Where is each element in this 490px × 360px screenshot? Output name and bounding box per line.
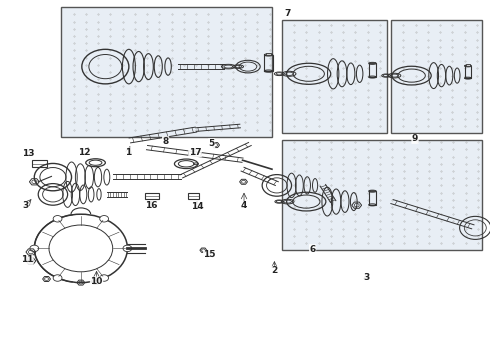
Text: 8: 8 — [163, 136, 169, 145]
Bar — [145, 193, 159, 199]
Bar — [370, 189, 375, 191]
Bar — [266, 53, 271, 55]
Circle shape — [123, 245, 132, 252]
Text: 14: 14 — [191, 202, 203, 211]
Bar — [369, 191, 376, 205]
Bar — [465, 66, 471, 78]
Text: 1: 1 — [125, 148, 131, 157]
Bar — [466, 64, 470, 66]
Text: 17: 17 — [189, 148, 201, 157]
Text: 13: 13 — [22, 149, 35, 158]
Circle shape — [100, 216, 109, 222]
Text: 6: 6 — [310, 245, 316, 253]
FancyBboxPatch shape — [282, 140, 482, 250]
Text: 3: 3 — [23, 202, 28, 210]
Text: 11: 11 — [21, 256, 33, 264]
Text: 9: 9 — [412, 134, 418, 143]
Text: 3: 3 — [364, 274, 369, 282]
Text: 10: 10 — [90, 277, 103, 286]
Circle shape — [53, 216, 62, 222]
Bar — [370, 62, 375, 63]
Text: 16: 16 — [145, 202, 157, 210]
Circle shape — [53, 275, 62, 281]
Bar — [265, 55, 272, 71]
Text: 12: 12 — [78, 148, 91, 157]
Circle shape — [100, 275, 109, 281]
Text: 15: 15 — [203, 251, 216, 259]
Text: 2: 2 — [271, 266, 277, 275]
Text: 5: 5 — [209, 139, 215, 148]
FancyBboxPatch shape — [282, 20, 387, 133]
Bar — [188, 193, 199, 199]
FancyBboxPatch shape — [61, 7, 272, 137]
Bar — [32, 160, 47, 167]
Circle shape — [30, 245, 39, 252]
FancyBboxPatch shape — [391, 20, 482, 133]
Text: 7: 7 — [284, 9, 291, 18]
Bar — [369, 63, 376, 77]
Text: 4: 4 — [241, 202, 247, 210]
